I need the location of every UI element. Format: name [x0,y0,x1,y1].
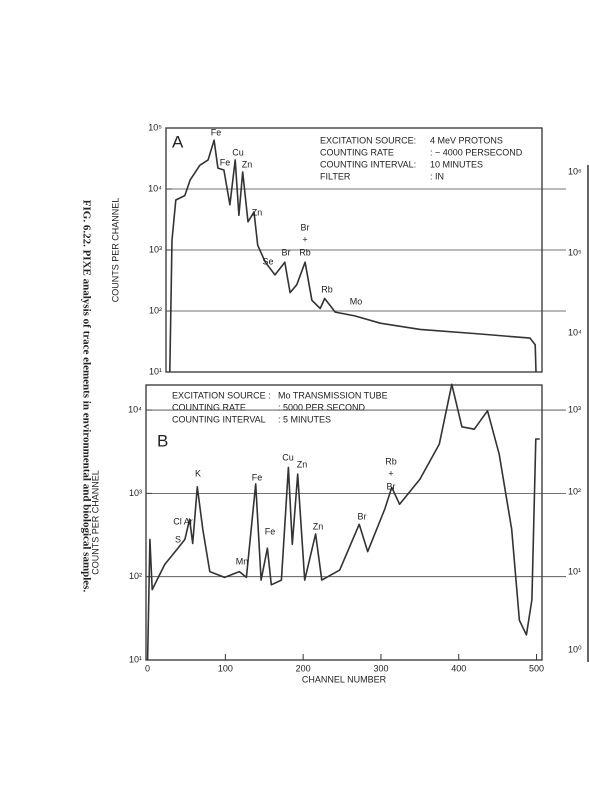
peak-label: Se [262,256,273,266]
partial-tick-label: 10⁴ [568,327,582,337]
info-text: COUNTING INTERVAL [172,414,266,424]
x-tick-label: 400 [451,663,466,673]
peak-label: Zn [242,159,253,169]
plot-frame [145,384,543,661]
y-tick-label: 10³ [149,244,162,254]
panel-label: A [172,132,184,151]
y-tick-label: 10⁴ [128,404,142,414]
info-text: COUNTING INTERVAL: [320,159,416,169]
panel-label: B [157,431,168,450]
peak-label: + [388,468,393,478]
partial-tick-label: 10⁰ [568,644,582,654]
y-axis-label: COUNTS PER CHANNEL [90,470,100,575]
partial-tick-label: 10¹ [568,566,581,576]
partial-tick-label: 10⁶ [568,166,582,176]
spectrum-line [146,383,540,661]
peak-label: Zn [252,207,263,217]
peak-label: Fe [220,157,231,167]
info-text: EXCITATION SOURCE : [172,390,271,400]
x-tick-label: 0 [145,663,150,673]
y-axis-label: COUNTS PER CHANNEL [110,198,120,303]
peak-label: Br [358,511,367,521]
info-text: : 5000 PER SECOND [278,402,366,412]
y-tick-label: 10² [129,571,142,581]
peak-label: Mn [236,556,249,566]
peak-label: Fe [265,526,276,536]
peak-label: Rb [321,284,333,294]
peak-label: Zn [313,521,324,531]
peak-label: + [302,234,307,244]
x-tick-label: 300 [373,663,388,673]
y-tick-label: 10⁴ [148,183,162,193]
y-tick-label: 10² [149,305,162,315]
y-tick-label: 10³ [129,488,142,498]
partial-tick-label: 10³ [568,404,581,414]
peak-label: Fe [252,472,263,482]
y-tick-label: 10⁵ [148,122,162,132]
peak-label: Fe [211,127,222,137]
peak-label: Rb [299,247,311,257]
peak-label: Zn [297,459,308,469]
peak-label: Br [387,481,396,491]
x-axis-label: CHANNEL NUMBER [302,674,387,684]
info-text: : ~ 4000 PERSECOND [430,147,523,157]
info-text: COUNTING RATE [320,147,394,157]
spectrum-line [169,139,537,373]
x-tick-label: 200 [296,663,311,673]
peak-label: Cl Ar [173,516,193,526]
peak-label: Cu [282,452,294,462]
info-text: Mo TRANSMISSION TUBE [278,390,388,400]
peak-label: Cu [232,147,244,157]
x-tick-label: 500 [529,663,544,673]
info-text: COUNTING RATE [172,402,246,412]
peak-label: S [175,534,181,544]
y-tick-label: 10¹ [149,366,162,376]
y-tick-label: 10¹ [129,654,142,664]
caption: FIG. 6.22. PIXE analysis of trace elemen… [80,200,92,593]
info-text: EXCITATION SOURCE: [320,135,416,145]
partial-tick-label: 10² [568,486,581,496]
peak-label: Br [301,222,310,232]
peak-label: Br [282,247,291,257]
peak-label: Rb [385,456,397,466]
info-text: : 5 MINUTES [278,414,331,424]
peak-label: Mo [350,296,363,306]
info-text: FILTER [320,171,351,181]
partial-tick-label: 10⁵ [568,247,582,257]
info-text: 10 MINUTES [430,159,483,169]
peak-label: K [195,468,201,478]
info-text: 4 MeV PROTONS [430,135,503,145]
x-tick-label: 100 [218,663,233,673]
info-text: : IN [430,171,444,181]
